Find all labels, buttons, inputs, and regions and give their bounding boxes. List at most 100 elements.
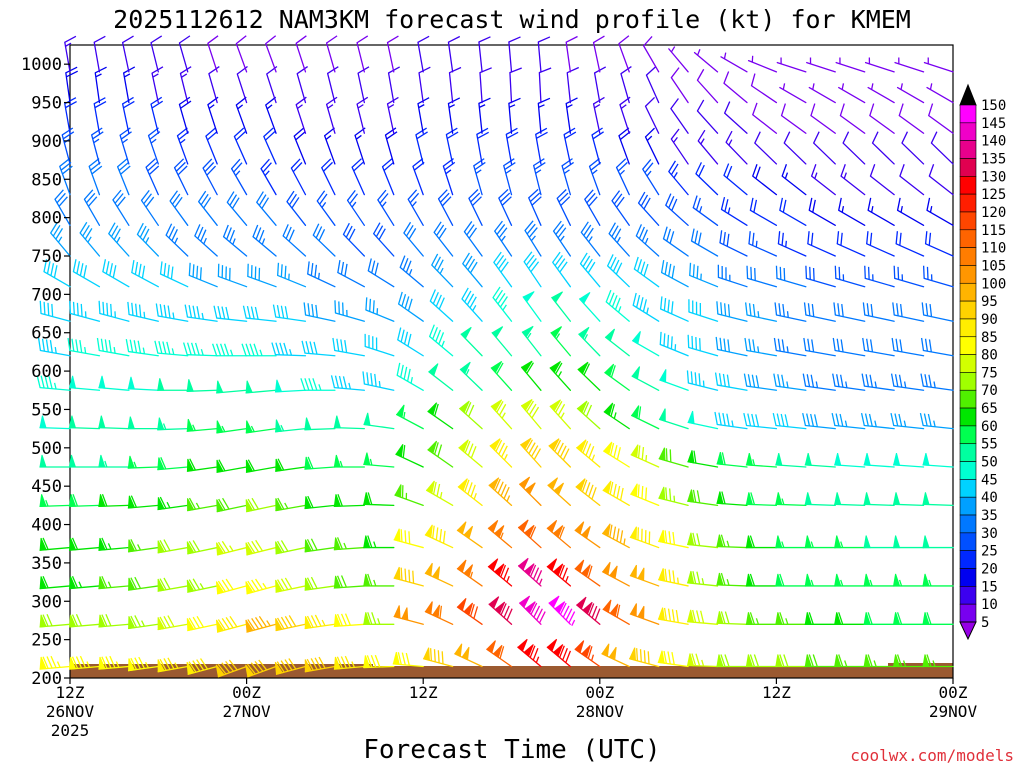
barb-flag (382, 158, 393, 168)
barb-half-flag (538, 578, 543, 585)
barb-pennant (745, 492, 754, 506)
colorbar-label: 30 (981, 526, 998, 542)
barb-pennant (517, 519, 529, 533)
barb-half-flag (115, 661, 120, 668)
colorbar-label: 85 (981, 330, 998, 346)
barb-flag (716, 301, 719, 315)
barb-flag (82, 224, 90, 237)
wind-barb (926, 197, 954, 226)
wind-barb (94, 66, 107, 104)
barb-flag (91, 165, 103, 175)
barb-staff (808, 209, 836, 226)
barb-flag (869, 339, 874, 353)
barb-flag (591, 487, 597, 500)
wind-barb (186, 418, 218, 432)
wind-barb (334, 300, 365, 322)
barb-flag (781, 232, 784, 246)
barb-flag (635, 224, 643, 237)
barb-flag (196, 306, 200, 319)
barb-flag (559, 645, 565, 658)
barb-flag (295, 131, 306, 141)
wind-barb (920, 337, 954, 357)
barb-staff (565, 102, 572, 134)
wind-barb (386, 35, 399, 73)
barb-flag (469, 261, 478, 274)
wind-barb (524, 220, 542, 257)
barb-flag (310, 615, 318, 628)
y-tick-label: 600 (31, 362, 62, 382)
barb-pennant (39, 415, 47, 429)
barb-half-flag (237, 104, 244, 110)
wind-barb (427, 440, 454, 468)
barb-staff (121, 103, 130, 134)
barb-pennant (576, 400, 588, 414)
wind-barb (898, 103, 925, 134)
barb-half-flag (903, 381, 907, 388)
barb-staff (396, 374, 424, 391)
wind-barb (108, 222, 130, 257)
wind-barb (670, 67, 689, 104)
barb-flag (221, 662, 231, 674)
wind-barb (892, 654, 925, 668)
barb-staff (207, 42, 218, 73)
barb-flag (468, 227, 478, 239)
barb-pennant (456, 521, 467, 535)
barb-half-flag (841, 83, 845, 90)
barb-half-flag (321, 619, 326, 626)
barb-flag (587, 646, 593, 659)
barb-pennant (775, 573, 783, 587)
barb-staff (235, 104, 248, 134)
barb-staff (351, 166, 365, 196)
wind-barb (631, 366, 660, 391)
barb-flag (400, 364, 404, 378)
barb-flag (182, 342, 188, 355)
wind-barb (867, 197, 895, 226)
wind-barb (895, 231, 925, 257)
barb-half-flag (701, 659, 705, 667)
barb-flag (102, 301, 105, 315)
wind-barb (98, 613, 130, 628)
barb-flag (167, 615, 175, 628)
barb-flag (310, 538, 318, 551)
barb-flag (258, 194, 267, 206)
barb-staff (418, 72, 424, 104)
wind-barb (591, 127, 604, 165)
barb-half-flag (200, 349, 204, 356)
barb-half-flag (676, 577, 679, 584)
wind-barb (867, 83, 895, 104)
barb-flag (340, 613, 347, 626)
barb-half-flag (53, 382, 57, 390)
barb-flag (503, 158, 515, 167)
barb-flag (869, 374, 873, 388)
barb-flag (83, 265, 88, 278)
barb-flag (508, 97, 521, 104)
barb-flag (593, 35, 605, 44)
barb-flag (696, 265, 699, 279)
wind-barb (157, 378, 189, 391)
barb-pennant (550, 326, 562, 339)
barb-flag (781, 164, 788, 177)
barb-flag (207, 131, 218, 141)
barb-flag (779, 612, 785, 625)
colorbar-segment (959, 211, 977, 231)
colorbar-label: 40 (981, 490, 998, 506)
wind-barb (216, 497, 248, 513)
barb-flag (473, 606, 479, 619)
barb-flag (400, 329, 405, 343)
barb-flag (342, 222, 350, 235)
barb-flag (530, 261, 540, 273)
barb-flag (557, 227, 567, 239)
y-tick-label: 250 (31, 631, 62, 651)
barb-flag (620, 66, 632, 75)
barb-half-flag (403, 411, 406, 419)
wind-barb (772, 413, 807, 430)
barb-flag (332, 337, 336, 351)
wind-barb (892, 302, 925, 322)
wind-barb (618, 35, 630, 73)
barb-flag (223, 224, 229, 237)
barb-half-flag (623, 538, 626, 545)
barb-pennant (601, 643, 610, 658)
barb-staff (696, 79, 719, 104)
barb-flag (534, 162, 546, 170)
wind-barb (490, 399, 513, 430)
